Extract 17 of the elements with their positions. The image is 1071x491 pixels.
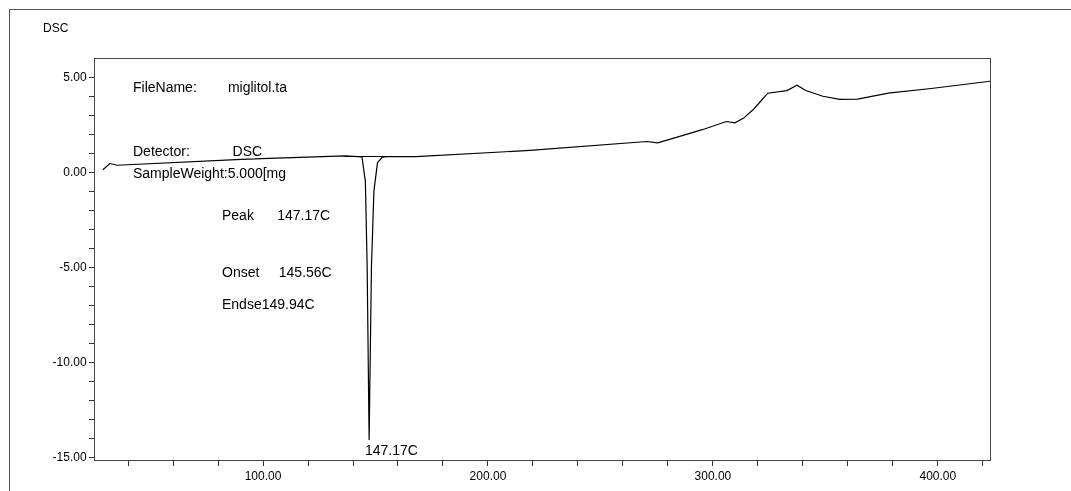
y-tick-label: -15.00 [52, 450, 87, 465]
x-tick-label: 200.00 [469, 469, 507, 484]
annotation: Onset 145.56C [222, 264, 332, 280]
y-tick-label: 5.00 [63, 70, 87, 85]
x-tick-label: 300.00 [694, 469, 732, 484]
x-tick-label: 400.00 [919, 469, 957, 484]
annotation: 147.17C [365, 442, 418, 458]
annotation: Endse149.94C [222, 296, 315, 312]
x-tick-label: 100.00 [244, 469, 282, 484]
y-tick-label: 0.00 [63, 165, 87, 180]
annotation: Peak 147.17C [222, 207, 331, 223]
annotation: FileName: miglitol.ta [133, 79, 288, 95]
y-axis-title: DSC [43, 21, 69, 35]
annotation: SampleWeight:5.000[mg [133, 165, 287, 181]
y-tick-label: -5.00 [59, 260, 87, 275]
annotation: Detector: DSC [133, 143, 263, 159]
y-tick-label: -10.00 [52, 355, 87, 370]
